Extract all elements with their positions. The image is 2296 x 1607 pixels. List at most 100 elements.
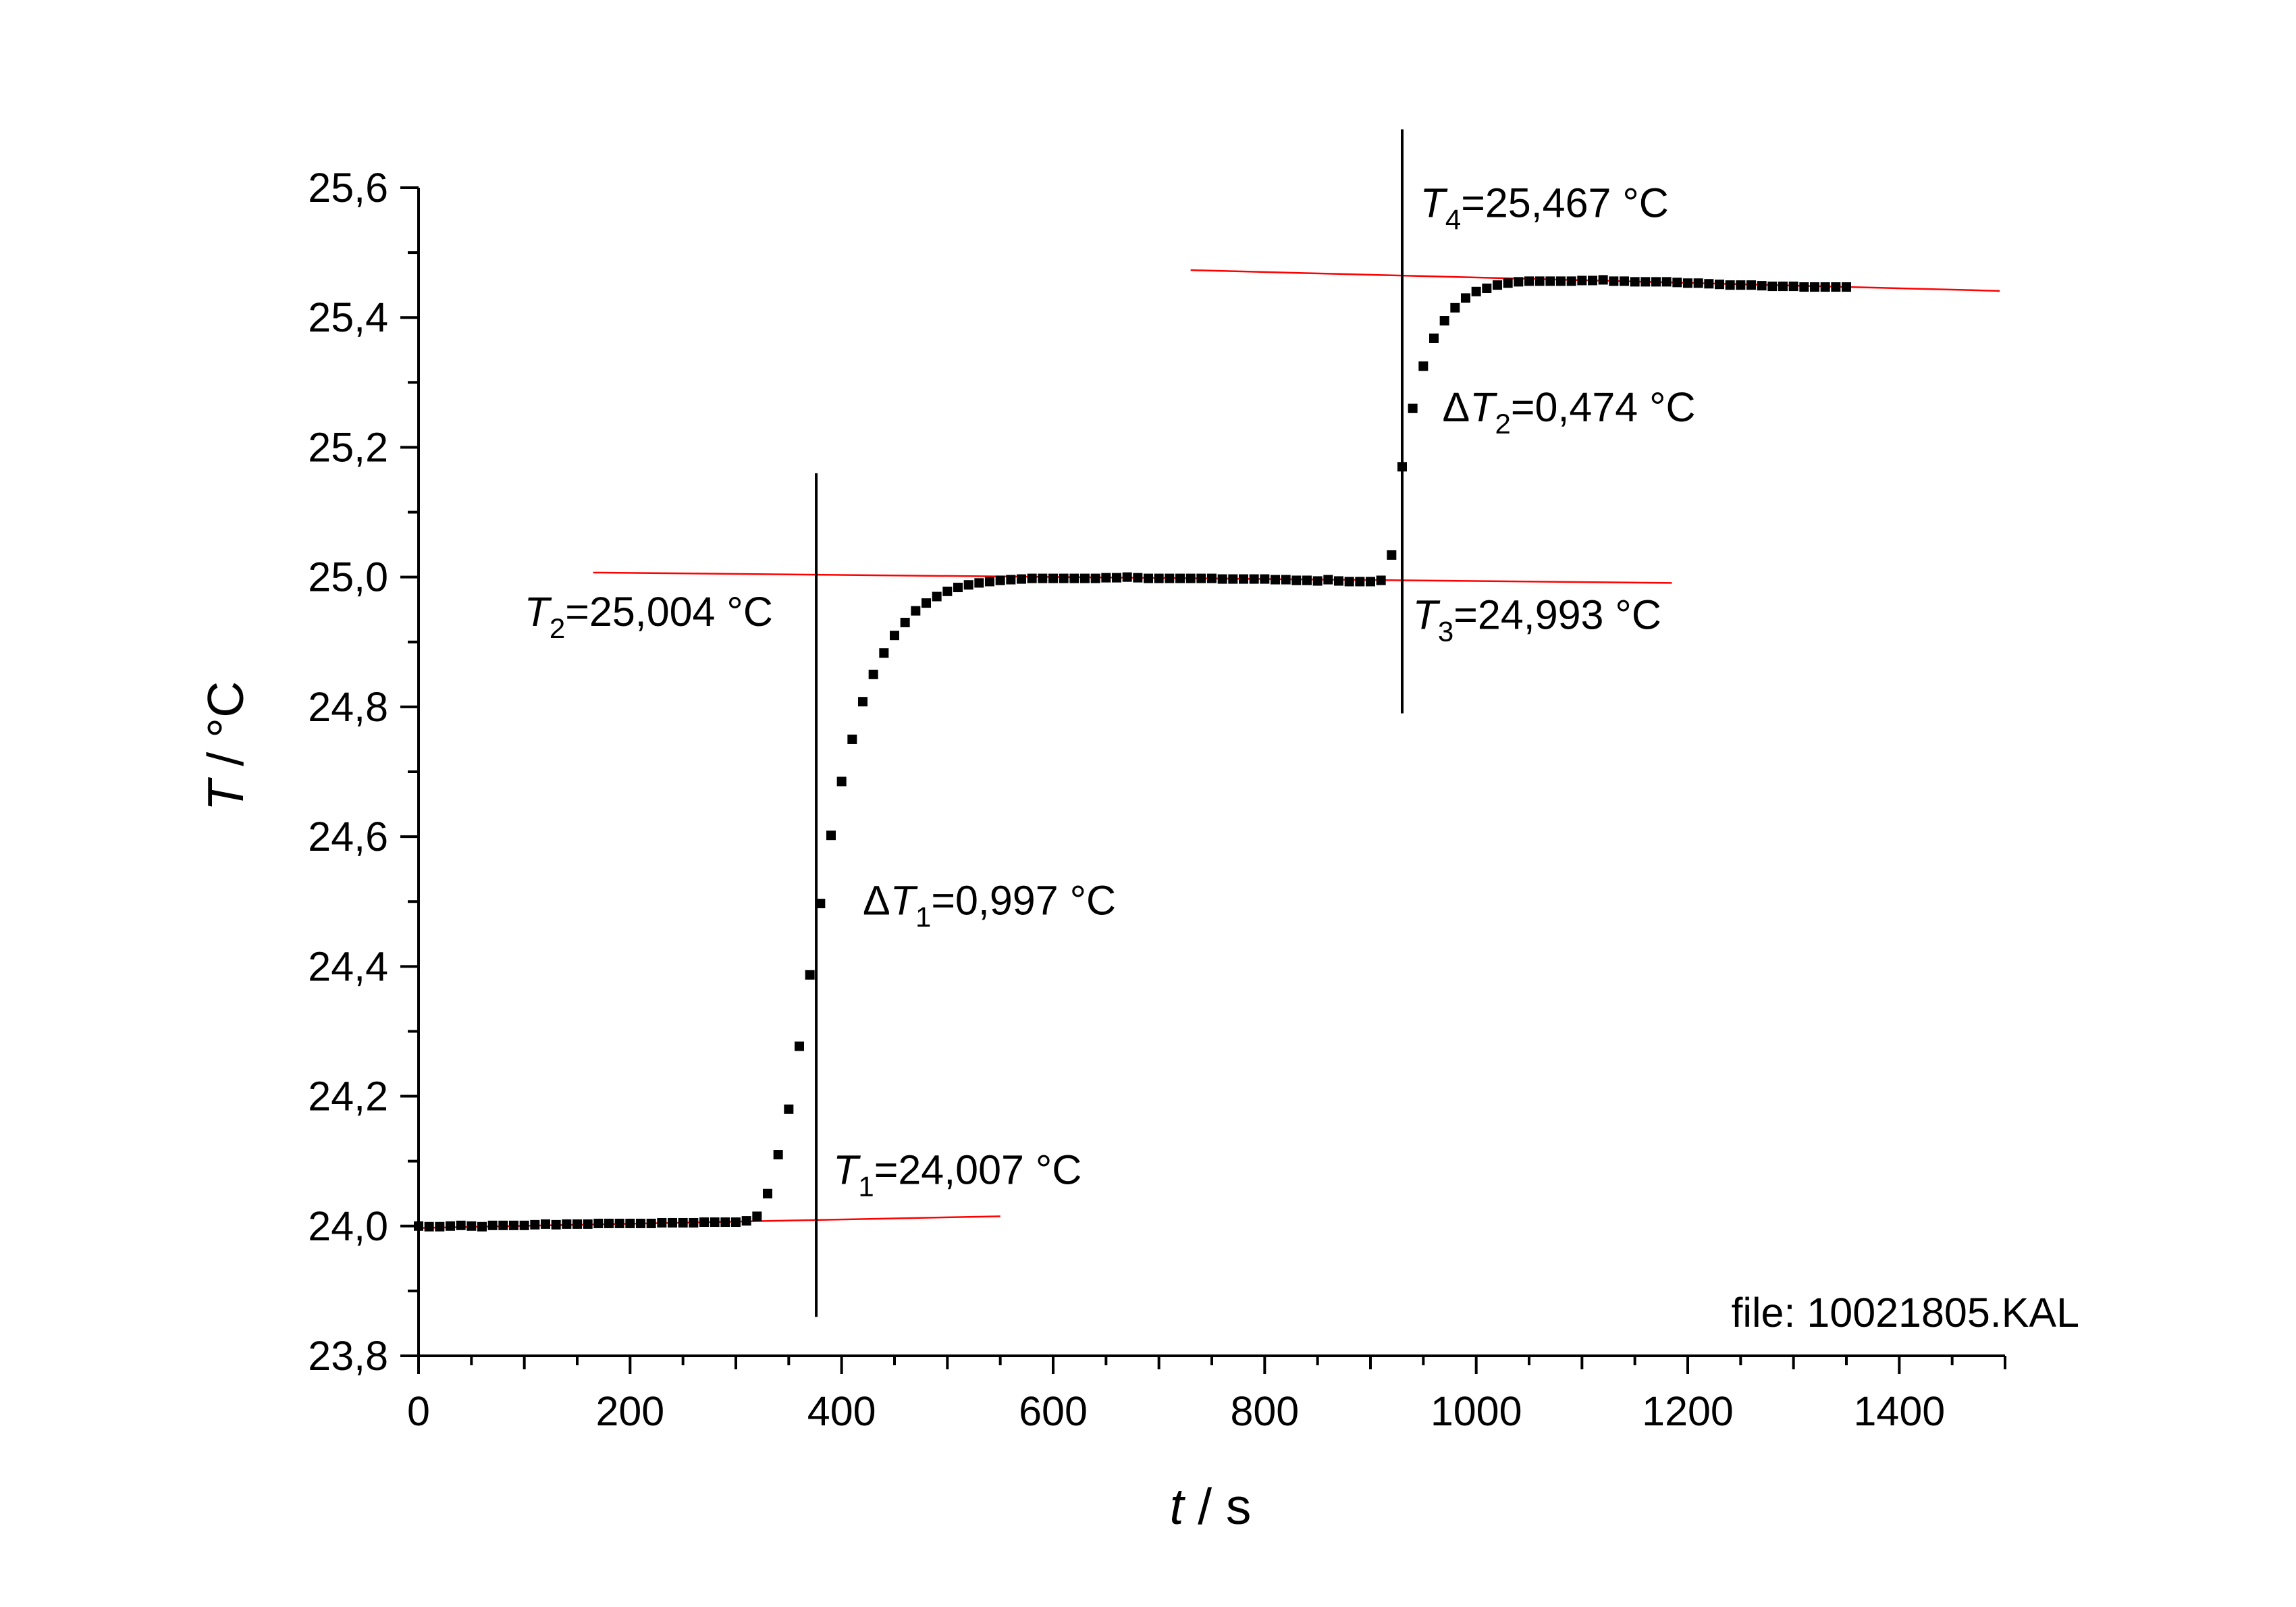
data-point — [731, 1217, 741, 1228]
data-point — [752, 1211, 762, 1221]
x-tick-label: 1200 — [1642, 1388, 1734, 1434]
x-axis-title: t / s — [1170, 1478, 1252, 1535]
x-tick-label: 200 — [595, 1388, 664, 1434]
data-point — [689, 1217, 699, 1228]
data-point — [858, 697, 867, 707]
data-point — [879, 648, 889, 658]
data-point — [826, 831, 836, 841]
data-point — [1820, 282, 1830, 292]
data-point — [1429, 333, 1439, 343]
data-point — [784, 1104, 794, 1114]
data-point — [890, 631, 899, 641]
y-tick-label: 25,6 — [308, 165, 388, 211]
y-tick-label: 24,2 — [308, 1074, 388, 1119]
x-axis-title-var: t — [1170, 1478, 1186, 1535]
data-point — [1503, 278, 1513, 288]
annotation-subscript: 4 — [1445, 203, 1461, 235]
data-point — [1683, 278, 1692, 288]
data-point — [414, 1221, 423, 1231]
data-point — [1090, 573, 1100, 583]
x-tick-label: 600 — [1019, 1388, 1088, 1434]
annotation-value: =24,007 °C — [874, 1147, 1082, 1192]
annotation-subscript: 3 — [1438, 616, 1453, 648]
data-point — [456, 1220, 466, 1230]
annotation-variable: T — [833, 1147, 861, 1192]
data-point — [435, 1221, 445, 1232]
annotation-prefix: Δ — [863, 877, 890, 923]
annotation-value: =24,993 °C — [1453, 592, 1661, 638]
data-point — [1249, 574, 1259, 584]
data-point — [816, 899, 826, 909]
data-point — [1344, 577, 1354, 587]
annotation: ΔT2=0,474 °C — [1443, 384, 1696, 440]
data-point — [1334, 576, 1343, 586]
data-point — [932, 591, 942, 602]
annotation: T1=24,007 °C — [833, 1147, 1082, 1202]
data-point — [625, 1218, 635, 1228]
annotation-variable: T — [1420, 180, 1448, 226]
data-point — [1810, 282, 1819, 292]
annotation-value: =0,474 °C — [1511, 384, 1696, 430]
data-point — [1291, 575, 1302, 585]
data-point — [1577, 275, 1587, 286]
vertical-marker-lines — [815, 129, 1404, 1317]
data-point — [1461, 293, 1470, 303]
data-point — [836, 776, 847, 787]
data-point — [1112, 573, 1121, 583]
data-point — [1006, 575, 1016, 585]
x-tick-label: 0 — [407, 1388, 430, 1434]
data-point — [1651, 277, 1661, 287]
data-point — [1482, 283, 1492, 293]
data-point — [1746, 280, 1756, 290]
data-point — [1207, 573, 1217, 583]
data-point — [604, 1218, 614, 1228]
data-point — [424, 1221, 434, 1232]
annotation: ΔT1=0,997 °C — [863, 877, 1116, 932]
x-tick-label: 1000 — [1431, 1388, 1522, 1434]
data-point — [1217, 574, 1227, 584]
data-point — [1842, 282, 1851, 292]
data-point — [985, 577, 994, 587]
data-point — [477, 1221, 487, 1232]
data-point — [741, 1216, 751, 1226]
data-point — [551, 1219, 561, 1230]
data-point — [1133, 573, 1143, 583]
data-point — [1439, 316, 1449, 326]
data-point — [1366, 577, 1375, 587]
data-point — [1059, 573, 1069, 583]
data-point — [1704, 279, 1714, 289]
data-point — [1524, 276, 1534, 286]
data-point — [1355, 577, 1365, 587]
data-point — [995, 575, 1005, 585]
data-point — [1397, 462, 1407, 472]
data-point — [593, 1218, 604, 1228]
data-point — [773, 1150, 783, 1160]
data-point — [1239, 574, 1248, 584]
y-axis-title-var: T — [197, 776, 254, 811]
data-point — [1323, 575, 1333, 585]
data-point — [1471, 286, 1481, 296]
annotation: T2=25,004 °C — [525, 589, 773, 644]
data-point — [1556, 276, 1566, 286]
x-tick-label: 800 — [1230, 1388, 1299, 1434]
data-point — [1831, 282, 1841, 292]
y-axis-title-unit: / °C — [197, 681, 254, 781]
data-point — [1725, 280, 1735, 290]
data-point — [614, 1218, 624, 1228]
annotation-subscript: 1 — [915, 901, 931, 932]
data-point — [1048, 573, 1058, 583]
data-point — [1101, 573, 1111, 583]
data-point — [668, 1217, 677, 1228]
data-point — [1799, 282, 1809, 292]
data-point — [583, 1219, 593, 1229]
data-point — [974, 578, 984, 588]
data-point — [1630, 277, 1640, 287]
data-point — [1534, 276, 1545, 286]
file-label: file: 10021805.KAL — [1731, 1290, 2079, 1336]
y-tick-label: 23,8 — [308, 1333, 388, 1379]
data-point — [1080, 573, 1090, 583]
annotations: T1=24,007 °CT2=25,004 °C T3=24,993 °CT4=2… — [525, 180, 1696, 1202]
annotation-value: =25,467 °C — [1461, 180, 1669, 226]
data-point — [720, 1217, 730, 1228]
